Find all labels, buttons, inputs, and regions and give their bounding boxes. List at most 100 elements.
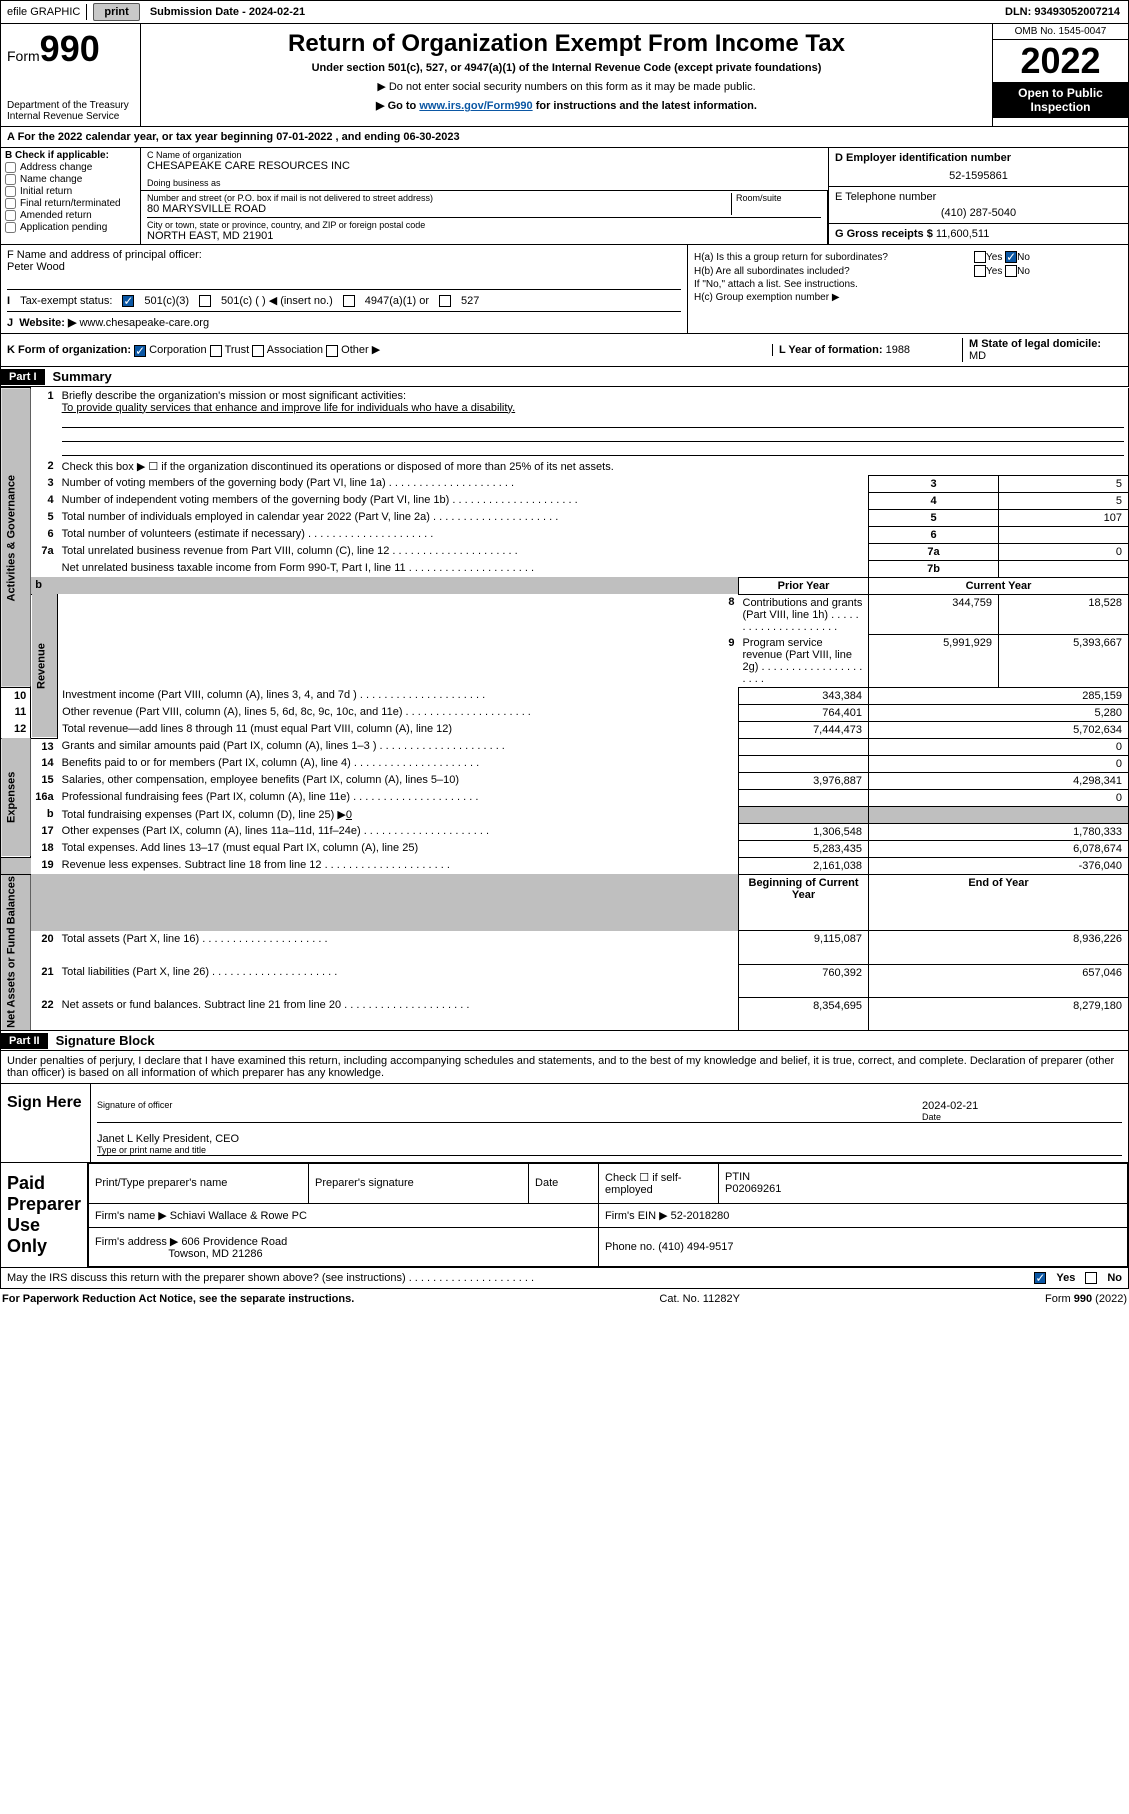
l21: Total liabilities (Part X, line 26) bbox=[58, 964, 739, 997]
cb-trust[interactable] bbox=[210, 345, 222, 357]
discuss-yes[interactable] bbox=[1034, 1272, 1046, 1284]
th-current: Current Year bbox=[869, 577, 1129, 594]
prep-name-h: Print/Type preparer's name bbox=[89, 1164, 309, 1203]
cb-4947[interactable] bbox=[343, 295, 355, 307]
l17: Other expenses (Part IX, column (A), lin… bbox=[58, 823, 739, 840]
room-label: Room/suite bbox=[736, 193, 821, 203]
city-label: City or town, state or province, country… bbox=[147, 220, 821, 230]
hc-label: H(c) Group exemption number ▶ bbox=[694, 292, 1122, 303]
hb-yes[interactable] bbox=[974, 265, 986, 277]
ein-value: 52-1595861 bbox=[835, 170, 1122, 182]
part1-header: Part I Summary bbox=[0, 367, 1129, 387]
sign-block: Sign Here Signature of officer 2024-02-2… bbox=[0, 1084, 1129, 1163]
cb-501c[interactable] bbox=[199, 295, 211, 307]
l8: Contributions and grants (Part VIII, lin… bbox=[739, 594, 869, 635]
side-activities: Activities & Governance bbox=[1, 388, 31, 688]
l7a: Total unrelated business revenue from Pa… bbox=[58, 543, 869, 560]
open-public: Open to Public Inspection bbox=[993, 82, 1128, 118]
cb-other[interactable] bbox=[326, 345, 338, 357]
part2-header: Part II Signature Block bbox=[0, 1031, 1129, 1051]
cb-application-pending[interactable]: Application pending bbox=[5, 222, 136, 233]
irs-link[interactable]: www.irs.gov/Form990 bbox=[419, 100, 532, 112]
prep-date-h: Date bbox=[529, 1164, 599, 1203]
l22: Net assets or fund balances. Subtract li… bbox=[58, 997, 739, 1030]
addr-label: Number and street (or P.O. box if mail i… bbox=[147, 193, 731, 203]
cb-final-return[interactable]: Final return/terminated bbox=[5, 198, 136, 209]
dba-label: Doing business as bbox=[147, 178, 822, 188]
year-formation: L Year of formation: 1988 bbox=[772, 344, 952, 356]
paid-preparer-block: Paid Preparer Use Only Print/Type prepar… bbox=[0, 1163, 1129, 1268]
irs-label: Internal Revenue Service bbox=[7, 111, 134, 122]
th-prior: Prior Year bbox=[739, 577, 869, 594]
org-name: CHESAPEAKE CARE RESOURCES INC bbox=[147, 160, 822, 172]
efile-label: efile GRAPHIC bbox=[1, 4, 87, 20]
form-990-label: Form990 bbox=[7, 28, 134, 70]
perjury-text: Under penalties of perjury, I declare th… bbox=[0, 1051, 1129, 1084]
tax-year: 2022 bbox=[993, 40, 1128, 82]
cb-501c3[interactable] bbox=[122, 295, 134, 307]
l11: Other revenue (Part VIII, column (A), li… bbox=[58, 704, 739, 721]
l18: Total expenses. Add lines 13–17 (must eq… bbox=[58, 840, 739, 857]
hb-no[interactable] bbox=[1005, 265, 1017, 277]
topbar: efile GRAPHIC print Submission Date - 20… bbox=[0, 0, 1129, 24]
l13: Grants and similar amounts paid (Part IX… bbox=[58, 738, 739, 755]
side-revenue: Revenue bbox=[31, 594, 58, 738]
page-footer: For Paperwork Reduction Act Notice, see … bbox=[0, 1289, 1129, 1309]
form-of-org-row: K Form of organization: Corporation Trus… bbox=[0, 334, 1129, 367]
ssn-note: ▶ Do not enter social security numbers o… bbox=[147, 80, 986, 93]
gross-receipts: G Gross receipts $ 11,600,511 bbox=[829, 224, 1128, 244]
form-title: Return of Organization Exempt From Incom… bbox=[147, 30, 986, 58]
cb-amended-return[interactable]: Amended return bbox=[5, 210, 136, 221]
cb-name-change[interactable]: Name change bbox=[5, 174, 136, 185]
l5: Total number of individuals employed in … bbox=[58, 509, 869, 526]
l20: Total assets (Part X, line 16) bbox=[58, 931, 739, 964]
firm-name: Firm's name ▶ Schiavi Wallace & Rowe PC bbox=[89, 1203, 599, 1228]
ptin-cell: PTINP02069261 bbox=[719, 1164, 1128, 1203]
phone-value: (410) 287-5040 bbox=[835, 207, 1122, 219]
side-netassets: Net Assets or Fund Balances bbox=[1, 874, 31, 1031]
hb-note: If "No," attach a list. See instructions… bbox=[694, 279, 1122, 290]
discuss-no[interactable] bbox=[1085, 1272, 1097, 1284]
street-address: 80 MARYSVILLE ROAD bbox=[147, 203, 731, 215]
side-expenses: Expenses bbox=[1, 738, 31, 857]
l16a: Professional fundraising fees (Part IX, … bbox=[58, 789, 739, 806]
l14: Benefits paid to or for members (Part IX… bbox=[58, 755, 739, 772]
form-ref: Form 990 (2022) bbox=[1045, 1293, 1127, 1305]
th-begin: Beginning of Current Year bbox=[739, 874, 869, 931]
part1-table: Activities & Governance 1 Briefly descri… bbox=[0, 387, 1129, 1031]
l6: Total number of volunteers (estimate if … bbox=[58, 526, 869, 543]
dept-label: Department of the Treasury bbox=[7, 100, 134, 111]
form-subtitle: Under section 501(c), 527, or 4947(a)(1)… bbox=[147, 62, 986, 74]
city-state-zip: NORTH EAST, MD 21901 bbox=[147, 230, 821, 242]
l12: Total revenue—add lines 8 through 11 (mu… bbox=[58, 721, 739, 738]
identity-block: B Check if applicable: Address change Na… bbox=[0, 148, 1129, 245]
discuss-row: May the IRS discuss this return with the… bbox=[0, 1268, 1129, 1289]
l1-label: Briefly describe the organization's miss… bbox=[62, 390, 406, 402]
l9: Program service revenue (Part VIII, line… bbox=[739, 635, 869, 688]
l15: Salaries, other compensation, employee b… bbox=[58, 772, 739, 789]
ha-yes[interactable] bbox=[974, 251, 986, 263]
l4: Number of independent voting members of … bbox=[58, 492, 869, 509]
prep-self-h: Check ☐ if self-employed bbox=[599, 1164, 719, 1203]
cb-address-change[interactable]: Address change bbox=[5, 162, 136, 173]
cb-corp[interactable] bbox=[134, 345, 146, 357]
submission-date: Submission Date - 2024-02-21 bbox=[140, 4, 315, 20]
th-end: End of Year bbox=[869, 874, 1129, 931]
goto-note: ▶ Go to www.irs.gov/Form990 for instruct… bbox=[147, 99, 986, 112]
officer-group-block: F Name and address of principal officer:… bbox=[0, 245, 1129, 334]
cb-assoc[interactable] bbox=[252, 345, 264, 357]
l3: Number of voting members of the governin… bbox=[58, 475, 869, 492]
print-button[interactable]: print bbox=[93, 3, 139, 21]
tax-status-row: I Tax-exempt status: 501(c)(3) 501(c) ( … bbox=[7, 289, 681, 307]
l10: Investment income (Part VIII, column (A)… bbox=[58, 687, 739, 704]
ha-no[interactable] bbox=[1005, 251, 1017, 263]
mission-text: To provide quality services that enhance… bbox=[62, 402, 516, 414]
l16b: Total fundraising expenses (Part IX, col… bbox=[58, 806, 739, 823]
f-label: F Name and address of principal officer: bbox=[7, 249, 681, 261]
c-name-label: C Name of organization bbox=[147, 150, 822, 160]
dln: DLN: 93493052007214 bbox=[997, 4, 1128, 20]
cb-527[interactable] bbox=[439, 295, 451, 307]
b-label: B Check if applicable: bbox=[5, 150, 136, 161]
cb-initial-return[interactable]: Initial return bbox=[5, 186, 136, 197]
l19: Revenue less expenses. Subtract line 18 … bbox=[58, 857, 739, 874]
